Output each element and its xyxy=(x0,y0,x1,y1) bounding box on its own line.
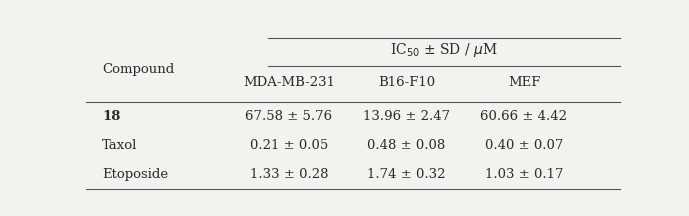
Text: MEF: MEF xyxy=(508,76,540,89)
Text: 0.40 ± 0.07: 0.40 ± 0.07 xyxy=(485,139,563,152)
Text: 0.48 ± 0.08: 0.48 ± 0.08 xyxy=(367,139,446,152)
Text: 1.74 ± 0.32: 1.74 ± 0.32 xyxy=(367,168,446,181)
Text: 1.03 ± 0.17: 1.03 ± 0.17 xyxy=(485,168,563,181)
Text: 67.58 ± 5.76: 67.58 ± 5.76 xyxy=(245,110,333,123)
Text: IC$_{50}$ $\pm$ SD / $\mu$M: IC$_{50}$ $\pm$ SD / $\mu$M xyxy=(390,41,498,59)
Text: 18: 18 xyxy=(102,110,121,123)
Text: 1.33 ± 0.28: 1.33 ± 0.28 xyxy=(250,168,328,181)
Text: B16-F10: B16-F10 xyxy=(378,76,435,89)
Text: Etoposide: Etoposide xyxy=(102,168,168,181)
Text: 60.66 ± 4.42: 60.66 ± 4.42 xyxy=(480,110,568,123)
Text: 13.96 ± 2.47: 13.96 ± 2.47 xyxy=(363,110,450,123)
Text: MDA-MB-231: MDA-MB-231 xyxy=(243,76,335,89)
Text: Taxol: Taxol xyxy=(102,139,138,152)
Text: 0.21 ± 0.05: 0.21 ± 0.05 xyxy=(250,139,328,152)
Text: Compound: Compound xyxy=(102,64,174,76)
